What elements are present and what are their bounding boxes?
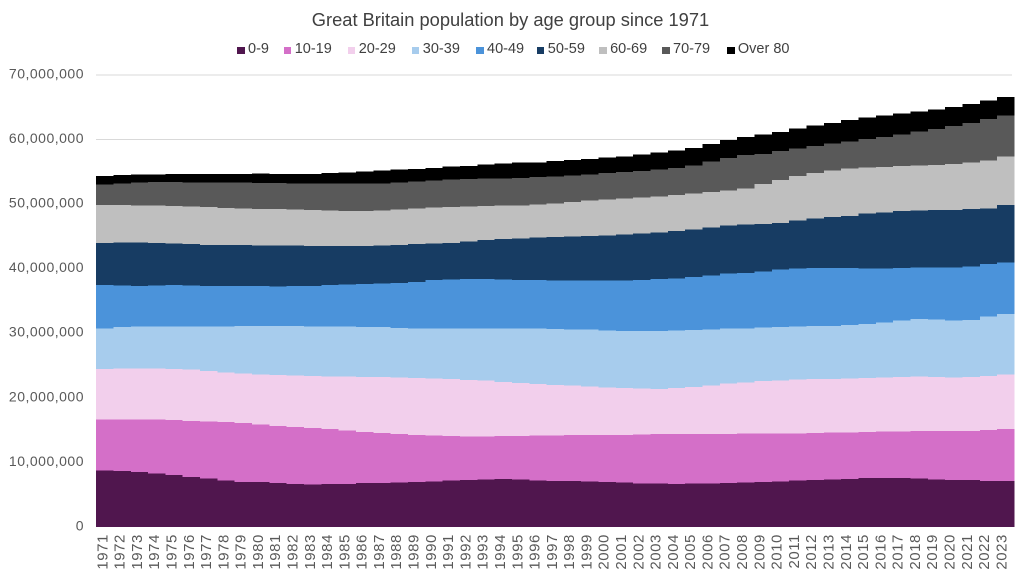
svg-text:1990: 1990 <box>423 534 440 569</box>
svg-text:2023: 2023 <box>993 534 1010 569</box>
svg-text:2015: 2015 <box>855 534 872 569</box>
svg-text:1995: 1995 <box>509 534 526 569</box>
svg-text:60,000,000: 60,000,000 <box>9 130 84 146</box>
svg-text:1998: 1998 <box>561 534 578 569</box>
svg-text:40,000,000: 40,000,000 <box>9 259 84 275</box>
svg-text:2007: 2007 <box>717 534 734 569</box>
svg-text:70,000,000: 70,000,000 <box>9 65 84 81</box>
svg-text:2008: 2008 <box>734 534 751 569</box>
svg-text:2021: 2021 <box>959 534 976 569</box>
svg-text:1980: 1980 <box>250 534 267 569</box>
svg-text:2019: 2019 <box>924 534 941 569</box>
svg-text:1971: 1971 <box>94 534 111 569</box>
svg-text:2005: 2005 <box>682 534 699 569</box>
svg-text:1983: 1983 <box>302 534 319 569</box>
svg-text:1988: 1988 <box>388 534 405 569</box>
svg-text:1992: 1992 <box>457 534 474 569</box>
svg-text:1976: 1976 <box>181 534 198 569</box>
svg-text:1977: 1977 <box>198 534 215 569</box>
svg-text:1981: 1981 <box>267 534 284 569</box>
svg-text:2020: 2020 <box>942 534 959 569</box>
svg-text:1982: 1982 <box>284 534 301 569</box>
svg-text:1993: 1993 <box>475 534 492 569</box>
svg-text:10,000,000: 10,000,000 <box>9 453 84 469</box>
svg-text:2002: 2002 <box>630 534 647 569</box>
svg-text:1978: 1978 <box>215 534 232 569</box>
svg-text:2006: 2006 <box>699 534 716 569</box>
svg-text:2016: 2016 <box>872 534 889 569</box>
svg-text:1984: 1984 <box>319 534 336 569</box>
svg-text:0: 0 <box>76 518 84 534</box>
svg-text:2017: 2017 <box>890 534 907 569</box>
svg-text:1974: 1974 <box>146 534 163 569</box>
svg-text:2003: 2003 <box>648 534 665 569</box>
svg-text:1989: 1989 <box>406 534 423 569</box>
svg-text:1994: 1994 <box>492 534 509 569</box>
svg-text:2000: 2000 <box>596 534 613 569</box>
svg-text:1972: 1972 <box>112 534 129 569</box>
svg-text:2001: 2001 <box>613 534 630 569</box>
svg-text:20,000,000: 20,000,000 <box>9 388 84 404</box>
svg-text:1999: 1999 <box>578 534 595 569</box>
svg-text:1979: 1979 <box>233 534 250 569</box>
svg-text:2010: 2010 <box>769 534 786 569</box>
svg-text:1975: 1975 <box>163 534 180 569</box>
svg-text:1973: 1973 <box>129 534 146 569</box>
svg-text:2004: 2004 <box>665 534 682 569</box>
svg-text:2022: 2022 <box>976 534 993 569</box>
svg-text:2012: 2012 <box>803 534 820 569</box>
svg-text:2013: 2013 <box>820 534 837 569</box>
svg-text:1987: 1987 <box>371 534 388 569</box>
svg-text:2009: 2009 <box>751 534 768 569</box>
svg-text:2018: 2018 <box>907 534 924 569</box>
svg-text:1991: 1991 <box>440 534 457 569</box>
svg-text:2011: 2011 <box>786 534 803 568</box>
svg-text:30,000,000: 30,000,000 <box>9 324 84 340</box>
svg-text:1985: 1985 <box>336 534 353 569</box>
svg-text:1986: 1986 <box>354 534 371 569</box>
svg-text:1997: 1997 <box>544 534 561 569</box>
svg-text:50,000,000: 50,000,000 <box>9 195 84 211</box>
svg-text:1996: 1996 <box>527 534 544 569</box>
svg-text:2014: 2014 <box>838 534 855 569</box>
